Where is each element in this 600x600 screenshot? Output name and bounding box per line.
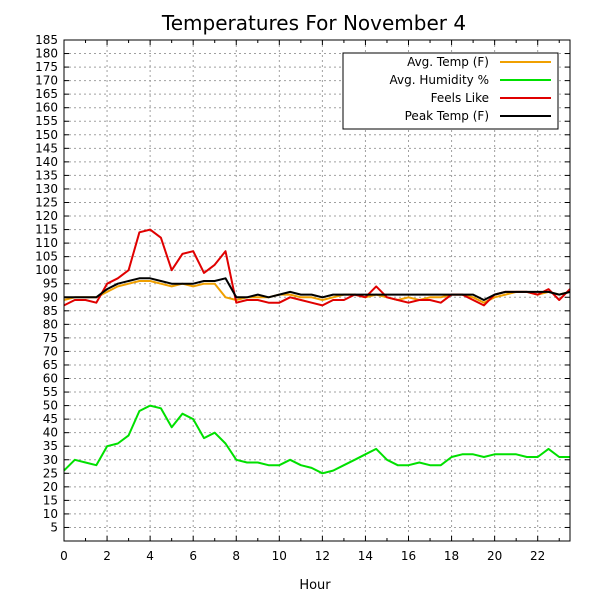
plot-border: [63, 39, 571, 542]
y-tick-label: 35: [43, 439, 58, 453]
y-tick-label: 135: [35, 168, 58, 182]
y-tick-label: 5: [50, 520, 58, 534]
y-tick-label: 55: [43, 385, 58, 399]
y-tick-label: 80: [43, 317, 58, 331]
x-tick-label: 8: [232, 549, 240, 563]
x-tick-label: 0: [60, 549, 68, 563]
series-lines: [63, 228, 571, 475]
y-tick-label: 115: [35, 223, 58, 237]
y-tick-label: 170: [35, 74, 58, 88]
legend-label: Peak Temp (F): [405, 109, 489, 123]
y-tick-label: 50: [43, 399, 58, 413]
y-tick-label: 45: [43, 412, 58, 426]
legend: Avg. Temp (F) Avg. Humidity % Feels Like Pe…: [342, 52, 559, 130]
y-tick-label: 60: [43, 372, 58, 386]
y-tick-label: 155: [35, 114, 58, 128]
y-tick-label: 85: [43, 304, 58, 318]
y-tick-label: 180: [35, 47, 58, 61]
y-tick-label: 165: [35, 87, 58, 101]
x-axis-label: Hour: [299, 578, 331, 593]
y-tick-label: 110: [35, 236, 58, 250]
y-tick-label: 145: [35, 141, 58, 155]
y-tick-label: 160: [35, 101, 58, 115]
chart-title: Temperatures For November 4: [161, 11, 466, 35]
x-tick-label: 20: [487, 549, 502, 563]
y-tick-label: 65: [43, 358, 58, 372]
series-line-1: [63, 404, 570, 475]
x-tick-label: 18: [444, 549, 459, 563]
y-tick-label: 125: [35, 195, 58, 209]
y-tick-label: 30: [43, 453, 58, 467]
y-tick-label: 150: [35, 128, 58, 142]
x-tick-label: 10: [272, 549, 287, 563]
x-tick-label: 16: [401, 549, 416, 563]
x-tick-label: 14: [358, 549, 373, 563]
y-tick-label: 120: [35, 209, 58, 223]
y-tick-label: 130: [35, 182, 58, 196]
y-tick-label: 90: [43, 290, 58, 304]
y-tick-label: 140: [35, 155, 58, 169]
legend-label: Avg. Temp (F): [407, 55, 489, 69]
y-tick-label: 75: [43, 331, 58, 345]
axis-ticks: 5101520253035404550556065707580859095100…: [35, 33, 570, 563]
series-line-3: [64, 277, 571, 301]
x-tick-label: 22: [530, 549, 545, 563]
x-tick-label: 2: [103, 549, 111, 563]
series-line-2: [63, 228, 571, 307]
y-tick-label: 15: [43, 493, 58, 507]
y-tick-label: 105: [35, 250, 58, 264]
series-line-0: [63, 280, 571, 304]
x-tick-label: 12: [315, 549, 330, 563]
y-tick-label: 175: [35, 60, 58, 74]
y-tick-label: 20: [43, 480, 58, 494]
legend-box: [342, 52, 559, 130]
legend-label: Feels Like: [431, 91, 489, 105]
y-tick-label: 100: [35, 263, 58, 277]
legend-label: Avg. Humidity %: [390, 73, 489, 87]
y-tick-label: 25: [43, 466, 58, 480]
y-tick-label: 185: [35, 33, 58, 47]
y-tick-label: 95: [43, 277, 58, 291]
y-tick-label: 70: [43, 344, 58, 358]
y-tick-label: 40: [43, 426, 58, 440]
x-tick-label: 4: [146, 549, 154, 563]
x-tick-label: 6: [189, 549, 197, 563]
y-tick-label: 10: [43, 507, 58, 521]
